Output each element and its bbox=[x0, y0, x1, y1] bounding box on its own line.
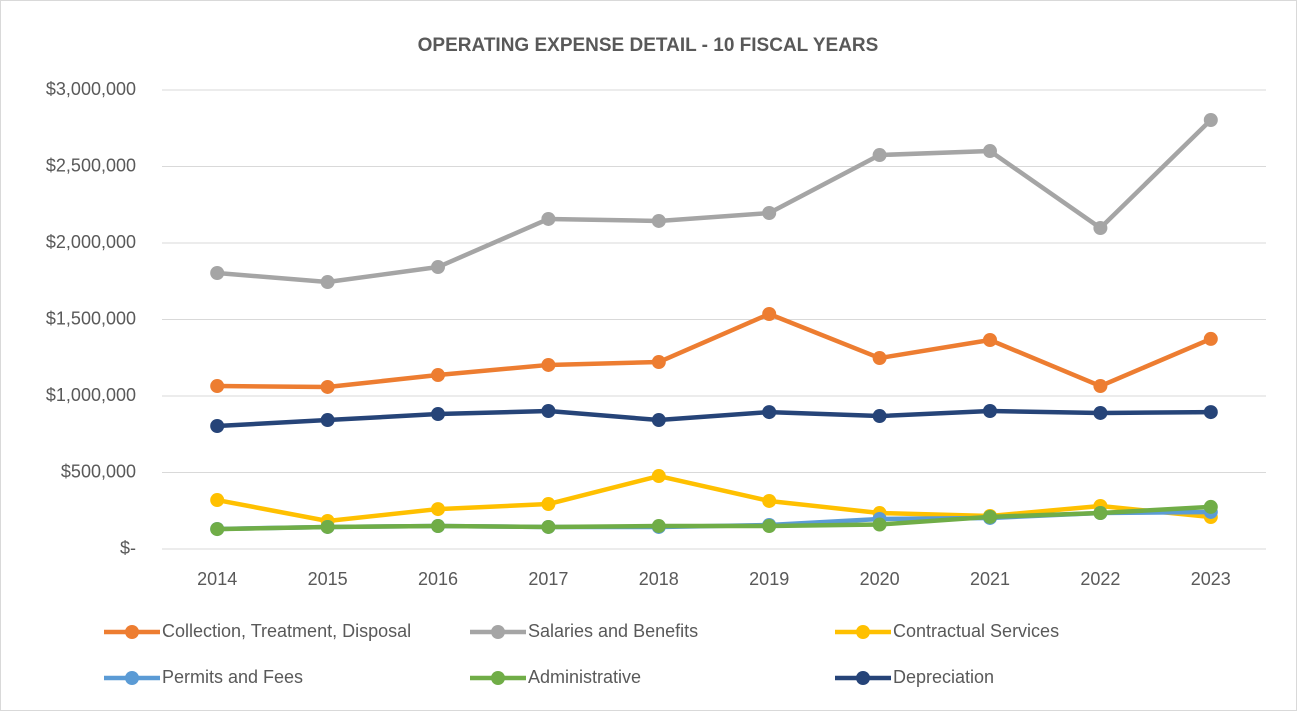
data-point bbox=[541, 497, 556, 512]
data-point bbox=[872, 351, 887, 366]
data-point bbox=[210, 265, 225, 280]
legend-label: Administrative bbox=[528, 667, 641, 687]
x-tick-label: 2017 bbox=[528, 569, 568, 589]
series-line bbox=[217, 408, 1211, 429]
legend-marker bbox=[491, 671, 505, 685]
data-point bbox=[431, 502, 445, 517]
legend-label: Depreciation bbox=[893, 667, 994, 687]
x-tick-label: 2019 bbox=[749, 569, 789, 589]
data-point bbox=[872, 409, 887, 424]
data-point bbox=[1093, 506, 1108, 521]
data-point bbox=[983, 509, 997, 524]
series-line bbox=[217, 311, 1212, 390]
legend-marker bbox=[125, 671, 139, 685]
legend-marker bbox=[491, 625, 505, 639]
data-point bbox=[762, 206, 777, 221]
x-tick-label: 2015 bbox=[308, 569, 348, 589]
y-tick-label: $- bbox=[120, 538, 136, 558]
y-tick-label: $3,000,000 bbox=[46, 79, 136, 99]
data-point bbox=[1203, 499, 1218, 514]
data-point bbox=[1093, 379, 1108, 394]
x-tick-label: 2018 bbox=[639, 569, 679, 589]
legend-marker bbox=[856, 625, 870, 639]
data-point bbox=[651, 519, 666, 534]
data-point bbox=[431, 260, 445, 275]
series-line bbox=[217, 118, 1213, 285]
data-point bbox=[320, 519, 335, 534]
data-point bbox=[1203, 405, 1218, 420]
legend-label: Permits and Fees bbox=[162, 667, 303, 687]
legend-marker bbox=[125, 625, 139, 639]
data-point bbox=[983, 144, 997, 159]
x-tick-label: 2014 bbox=[197, 569, 237, 589]
data-point bbox=[320, 379, 335, 394]
series-line bbox=[217, 504, 1211, 532]
data-point bbox=[651, 469, 666, 484]
data-point bbox=[651, 413, 666, 428]
data-point bbox=[210, 379, 225, 394]
data-point bbox=[983, 333, 997, 348]
data-point bbox=[541, 519, 556, 534]
legend-label: Salaries and Benefits bbox=[528, 621, 698, 641]
data-point bbox=[1093, 405, 1108, 420]
data-point bbox=[1203, 331, 1218, 346]
y-tick-label: $2,000,000 bbox=[46, 232, 136, 252]
data-point bbox=[651, 355, 666, 370]
data-point bbox=[872, 148, 887, 163]
data-point bbox=[431, 519, 445, 534]
data-point bbox=[983, 403, 997, 418]
data-point bbox=[210, 493, 225, 508]
legend-label: Collection, Treatment, Disposal bbox=[162, 621, 411, 641]
data-point bbox=[762, 493, 777, 508]
chart-title: OPERATING EXPENSE DETAIL - 10 FISCAL YEA… bbox=[418, 35, 879, 56]
y-tick-label: $1,000,000 bbox=[46, 385, 136, 405]
data-point bbox=[431, 368, 445, 383]
y-tick-label: $1,500,000 bbox=[46, 308, 136, 328]
data-point bbox=[541, 403, 556, 418]
series-line bbox=[216, 473, 1212, 524]
data-point bbox=[320, 275, 335, 290]
legend-label: Contractual Services bbox=[893, 621, 1059, 641]
x-tick-label: 2020 bbox=[860, 569, 900, 589]
data-point bbox=[541, 357, 556, 372]
data-point bbox=[320, 413, 335, 428]
data-point bbox=[431, 407, 445, 422]
data-point bbox=[210, 418, 225, 433]
x-tick-label: 2023 bbox=[1191, 569, 1231, 589]
data-point bbox=[762, 405, 777, 420]
data-point bbox=[651, 213, 666, 228]
data-point bbox=[872, 517, 887, 532]
x-tick-label: 2021 bbox=[970, 569, 1010, 589]
y-tick-label: $500,000 bbox=[61, 461, 136, 481]
y-tick-label: $2,500,000 bbox=[46, 155, 136, 175]
x-tick-label: 2016 bbox=[418, 569, 458, 589]
data-point bbox=[1203, 112, 1218, 127]
legend-marker bbox=[856, 671, 870, 685]
data-point bbox=[541, 211, 556, 226]
data-point bbox=[210, 522, 225, 537]
x-tick-label: 2022 bbox=[1080, 569, 1120, 589]
data-point bbox=[762, 519, 777, 534]
data-point bbox=[1093, 221, 1108, 236]
data-point bbox=[762, 306, 777, 321]
